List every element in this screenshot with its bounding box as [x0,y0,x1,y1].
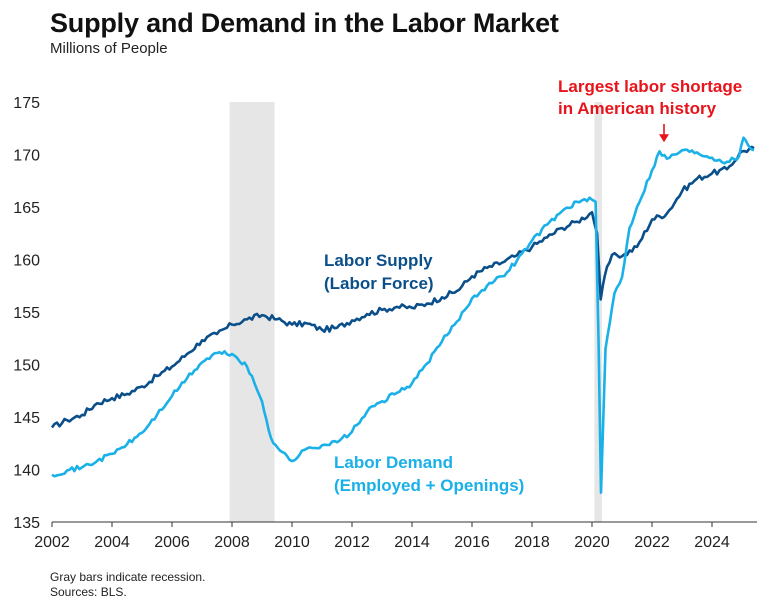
x-tick-label: 2018 [514,534,550,551]
x-tick-label: 2024 [694,534,730,551]
x-tick-label: 2006 [154,534,190,551]
series-label-line: (Employed + Openings) [334,476,524,495]
shortage-annotation: Largest labor shortage in American histor… [558,77,742,118]
y-tick-label: 140 [13,463,40,480]
y-tick-label: 175 [13,95,40,112]
labor-demand-label: Labor Demand (Employed + Openings) [334,453,524,495]
x-tick-label: 2012 [334,534,370,551]
labor-demand-line [51,136,755,494]
recession-bar [229,102,275,522]
series-label-line: (Labor Force) [324,274,434,293]
annotation-arrow-head [659,134,669,143]
labor-market-chart: 135 140 145 150 155 160 165 170 175 2002 2004 2006 2… [13,77,757,551]
chart-title: Supply and Demand in the Labor Market [50,8,559,38]
annotation-line: in American history [558,99,717,118]
y-tick-label: 150 [13,358,40,375]
y-tick-label: 160 [13,253,40,270]
y-tick-label: 135 [13,515,40,532]
sources-note: Sources: BLS. [50,585,127,599]
series-label-line: Labor Supply [324,251,433,270]
x-tick-label: 2020 [574,534,610,551]
y-tick-label: 155 [13,305,40,322]
x-tick-label: 2014 [394,534,430,551]
y-tick-label: 170 [13,148,40,165]
annotation-line: Largest labor shortage [558,77,742,96]
labor-supply-line [50,145,755,429]
labor-supply-label: Labor Supply (Labor Force) [324,251,434,293]
x-tick-label: 2022 [634,534,670,551]
x-tick-label: 2002 [34,534,70,551]
x-tick-label: 2008 [214,534,250,551]
x-tick-label: 2004 [94,534,130,551]
recession-note: Gray bars indicate recession. [50,570,206,584]
x-tick-label: 2016 [454,534,490,551]
x-tick-label: 2010 [274,534,310,551]
y-tick-label: 145 [13,410,40,427]
series-label-line: Labor Demand [334,453,453,472]
y-tick-label: 165 [13,200,40,217]
chart-subtitle: Millions of People [50,40,168,57]
